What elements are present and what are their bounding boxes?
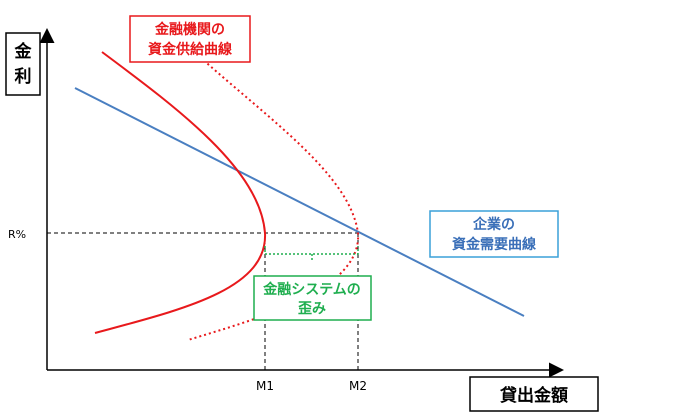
distortion-label-line2: 歪み [298, 301, 326, 317]
distortion-label-box: 金融システムの 歪み [253, 275, 372, 321]
y-axis-label: 金 利 金利 [5, 32, 41, 96]
supply-label-line2: 資金供給曲線 [148, 41, 232, 58]
supply-label-line1: 金融機関の [154, 21, 225, 38]
supply-label-box: 金融機関の 資金供給曲線 [129, 15, 251, 63]
distortion-label-line1: 金融システムの [262, 281, 361, 298]
r-percent-label: R% [8, 228, 26, 241]
y-axis-label-char-1: 金 [14, 41, 33, 62]
distortion-bracket [264, 246, 359, 255]
y-axis-label-char-2: 利 [15, 66, 32, 87]
x-axis-label-text: 貸出金額 [499, 385, 568, 406]
demand-label-line2: 資金需要曲線 [452, 236, 536, 253]
supply-curve [94, 51, 267, 334]
m2-label: M2 [349, 379, 367, 393]
demand-label-line1: 企業の [472, 216, 515, 233]
m1-label: M1 [256, 379, 274, 393]
supply-curve-shifted [187, 56, 360, 341]
x-axis-label: 貸出金額 [469, 376, 599, 412]
demand-label-box: 企業の 資金需要曲線 [429, 210, 559, 258]
demand-curve [74, 87, 525, 317]
